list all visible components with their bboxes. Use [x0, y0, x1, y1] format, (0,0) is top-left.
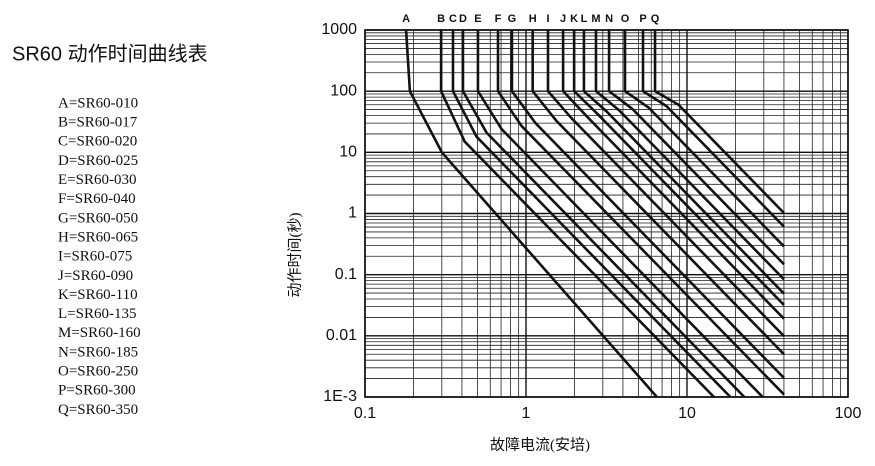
y-tick-label: 1E-3: [323, 388, 357, 405]
series-label: M: [591, 13, 600, 25]
series-label: L: [581, 13, 588, 25]
series-line: [496, 30, 785, 396]
series-label: Q: [651, 13, 660, 25]
series-line: [582, 30, 785, 295]
rating-entry: P=SR60-300: [58, 383, 136, 399]
series-label: J: [560, 13, 566, 25]
rating-entry: L=SR60-135: [58, 306, 136, 322]
y-axis-label: 动作时间(秒): [286, 213, 303, 298]
series-line: [572, 30, 785, 306]
series-label: I: [546, 13, 549, 25]
rating-entry: K=SR60-110: [58, 287, 138, 303]
rating-entry: F=SR60-040: [58, 191, 136, 207]
series-line: [546, 30, 785, 338]
series-label: P: [639, 13, 646, 25]
x-axis-label: 故障电流(安培): [490, 435, 590, 453]
rating-entry: O=SR60-250: [58, 364, 138, 380]
chart-title: SR60 动作时间曲线表: [12, 42, 208, 65]
series-line: [607, 30, 785, 266]
series-line: [623, 30, 785, 248]
series-line: [404, 29, 658, 398]
rating-entry: G=SR60-050: [58, 210, 138, 226]
series-label: O: [621, 13, 630, 25]
rating-entry: J=SR60-090: [58, 268, 133, 284]
y-tick-label: 10: [339, 144, 357, 161]
series-line: [561, 30, 785, 320]
x-tick-label: 100: [835, 405, 862, 422]
rating-entry: H=SR60-065: [58, 229, 138, 245]
series-line: [461, 30, 746, 398]
series-line: [439, 30, 715, 398]
series-label: A: [402, 13, 410, 25]
rating-entry: D=SR60-025: [58, 153, 138, 169]
series-label: K: [570, 13, 578, 25]
series-line: [641, 30, 785, 228]
y-tick-label: 0.01: [326, 327, 357, 344]
series-line: [510, 30, 785, 379]
rating-entry: N=SR60-185: [58, 344, 138, 360]
rating-entry: M=SR60-160: [58, 325, 141, 341]
series-label: E: [474, 13, 481, 25]
series-label: N: [605, 13, 613, 25]
x-tick-label: 0.1: [354, 405, 376, 422]
series-label: D: [459, 13, 467, 25]
series-line: [594, 30, 785, 281]
y-tick-label: 100: [330, 82, 357, 99]
series-label: C: [449, 13, 457, 25]
y-tick-label: 0.1: [335, 266, 357, 283]
y-tick-label: 1: [348, 205, 357, 222]
series-label: H: [529, 13, 537, 25]
x-tick-label: 10: [678, 405, 696, 422]
y-tick-label: 1000: [321, 21, 357, 38]
rating-entry: C=SR60-020: [58, 134, 137, 150]
series-line: [476, 30, 764, 398]
rating-entry: B=SR60-017: [58, 115, 138, 131]
series-label: G: [508, 13, 517, 25]
series-line: [451, 30, 732, 398]
rating-entry: I=SR60-075: [58, 249, 132, 265]
series-label: B: [437, 13, 445, 25]
series-line: [531, 30, 785, 356]
rating-entry: E=SR60-030: [58, 172, 136, 188]
x-tick-label: 1: [522, 405, 531, 422]
series-line: [653, 30, 785, 214]
rating-entry: Q=SR60-350: [58, 402, 138, 418]
series-label: F: [495, 13, 502, 25]
rating-entry: A=SR60-010: [58, 95, 138, 111]
plot-frame: [364, 29, 849, 398]
